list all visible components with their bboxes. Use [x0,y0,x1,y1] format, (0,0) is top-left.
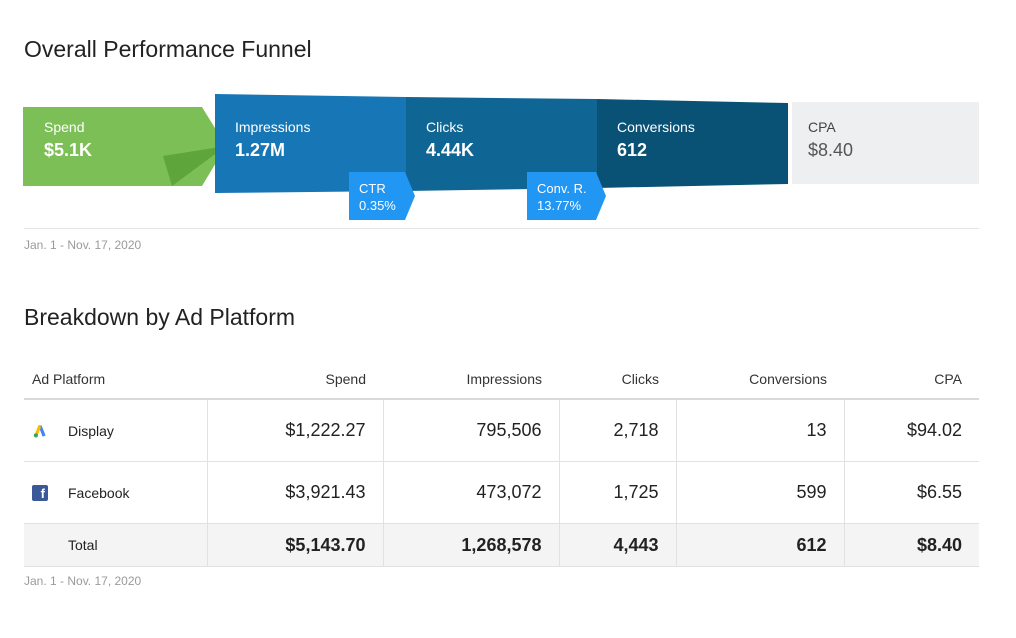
impressions-cell: 795,506 [382,399,559,462]
funnel-stage-conversions: Conversions 612 [617,119,695,162]
funnel-shapes [23,94,979,220]
performance-funnel: Spend $5.1K Impressions 1.27M Clicks 4.4… [0,0,1016,240]
funnel-stage-label: Conversions [617,119,695,135]
funnel-stage-cpa: CPA $8.40 [808,119,853,162]
ctr-label: CTR [359,181,386,196]
platform-cell: Display [24,399,207,462]
funnel-conversions-shape [597,99,788,188]
spend-cell: $1,222.27 [206,399,383,462]
total-conversions-cell: 612 [675,523,844,567]
table-row: Display $1,222.27 795,506 2,718 13 $94.0… [24,399,979,462]
conv-rate-value: 13.77% [537,198,582,213]
funnel-cpa-shape [792,102,979,184]
platform-name: Display [68,422,114,439]
conv-rate-badge: Conv. R. 13.77% [537,180,587,214]
funnel-stage-label: Impressions [235,119,311,135]
conversions-cell: 13 [675,399,844,462]
conv-rate-badge-shape [527,172,606,220]
funnel-stage-value: $5.1K [44,140,93,160]
funnel-spend-fold [163,146,226,186]
column-header-ad-platform[interactable]: Ad Platform [24,360,207,400]
clicks-cell: 2,718 [558,399,676,462]
conversions-cell: 599 [675,461,844,524]
google-ads-icon [32,423,48,439]
impressions-cell: 473,072 [382,461,559,524]
breakdown-table: Ad Platform Spend Impressions Clicks Con… [24,360,979,567]
funnel-impressions-shape [215,94,406,193]
table-row: f Facebook $3,921.43 473,072 1,725 599 $… [24,461,979,524]
total-label: Total [68,537,98,553]
total-impressions-cell: 1,268,578 [382,523,559,567]
funnel-clicks-shape [406,97,597,191]
funnel-stage-spend: Spend $5.1K [44,119,92,162]
total-label-cell: Total [24,523,207,567]
funnel-divider [24,228,979,229]
total-spend-cell: $5,143.70 [206,523,383,567]
table-header-row: Ad Platform Spend Impressions Clicks Con… [24,360,979,400]
funnel-stage-clicks: Clicks 4.44K [426,119,474,162]
breakdown-title: Breakdown by Ad Platform [24,304,296,330]
platform-name: Facebook [68,484,130,501]
spacer [32,537,48,553]
clicks-cell: 1,725 [558,461,676,524]
ctr-value: 0.35% [359,198,396,213]
funnel-stage-value: 4.44K [426,140,475,160]
table-total-row: Total $5,143.70 1,268,578 4,443 612 $8.4… [24,523,979,567]
table-date-range: Jan. 1 - Nov. 17, 2020 [24,574,142,588]
funnel-stage-label: Clicks [426,119,464,135]
conv-rate-label: Conv. R. [537,181,587,196]
funnel-stage-label: CPA [808,119,836,135]
ctr-badge: CTR 0.35% [359,180,396,214]
column-header-cpa[interactable]: CPA [844,360,979,400]
funnel-stage-label: Spend [44,119,85,135]
column-header-spend[interactable]: Spend [207,360,383,400]
platform-cell: f Facebook [24,461,207,524]
funnel-stage-value: 612 [617,140,648,160]
cpa-cell: $94.02 [843,399,979,462]
facebook-icon: f [32,484,48,501]
total-cpa-cell: $8.40 [843,523,979,567]
column-header-conversions[interactable]: Conversions [676,360,844,400]
funnel-title: Overall Performance Funnel [24,36,312,62]
ctr-badge-shape [349,172,415,220]
funnel-stage-value: $8.40 [808,140,854,160]
total-clicks-cell: 4,443 [558,523,676,567]
funnel-stage-impressions: Impressions 1.27M [235,119,310,162]
funnel-date-range: Jan. 1 - Nov. 17, 2020 [24,238,142,252]
column-header-clicks[interactable]: Clicks [559,360,676,400]
spend-cell: $3,921.43 [206,461,383,524]
column-header-impressions[interactable]: Impressions [383,360,559,400]
breakdown-table-container: Ad Platform Spend Impressions Clicks Con… [24,360,979,567]
funnel-stage-value: 1.27M [235,140,286,160]
cpa-cell: $6.55 [843,461,979,524]
